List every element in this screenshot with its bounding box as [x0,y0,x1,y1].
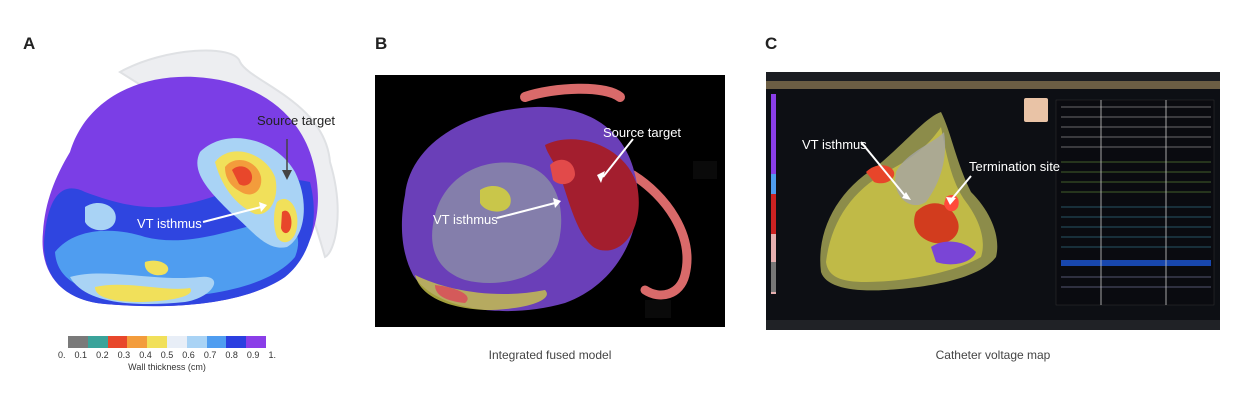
colorbar-swatch [68,336,88,348]
source-target-label-a: Source target [257,113,336,128]
colorbar-ticks: 0. 0.1 0.2 0.3 0.4 0.5 0.6 0.7 0.8 0.9 1. [58,350,276,360]
wall-thickness-colorbar [68,336,266,348]
fused-model-caption: Integrated fused model [488,348,612,362]
panel-letter-c: C [765,34,778,53]
voltage-map-caption: Catheter voltage map [935,348,1051,362]
termination-site-label-c: Termination site [969,159,1061,174]
vt-isthmus-label-c: VT isthmus [802,137,867,152]
colorbar-tick-label: 0.2 [96,350,109,360]
colorbar-swatch [166,336,187,348]
vt-isthmus-label-a: VT isthmus [137,216,202,231]
vt-isthmus-label-b: VT isthmus [433,212,498,227]
colorbar-tick-label: 0.8 [225,350,238,360]
colorbar-swatch [87,336,108,348]
fused-model-image [375,75,725,327]
colorbar-swatch [226,336,247,348]
voltage-map-screenshot [766,72,1220,330]
colorbar-tick-label: 0.6 [182,350,195,360]
colorbar-swatch [107,336,128,348]
colorbar-swatch [246,336,266,348]
mapping-app-statusbar [766,320,1220,330]
colorbar-label: Wall thickness (cm) [128,362,206,372]
colorbar-swatch [206,336,227,348]
panel-letter-b: B [375,34,388,53]
voltage-map-render [771,94,1215,306]
colorbar-tick-label: 0.9 [246,350,260,360]
fused-heart-render [401,83,717,318]
panel-letter-a: A [23,34,36,53]
colorbar-tick-label: 0.3 [117,350,131,360]
colorbar-tick-label: 0.7 [203,350,217,360]
mapping-app-toolbar [766,81,1220,89]
colorbar-tick-label: 0.4 [139,350,152,360]
colorbar-tick-label: 1. [268,350,276,360]
colorbar-swatch [127,336,148,348]
colorbar-tick-label: 0.5 [160,350,174,360]
mapping-app-titlebar [766,72,1220,81]
colorbar-tick-label: 0.1 [74,350,88,360]
source-target-label-b: Source target [603,125,682,140]
heart-thickness-image [42,49,339,307]
wall-thickness-model [25,42,345,332]
colorbar-swatch [186,336,207,348]
colorbar-swatch [147,336,167,348]
colorbar-tick-label: 0. [58,350,66,360]
